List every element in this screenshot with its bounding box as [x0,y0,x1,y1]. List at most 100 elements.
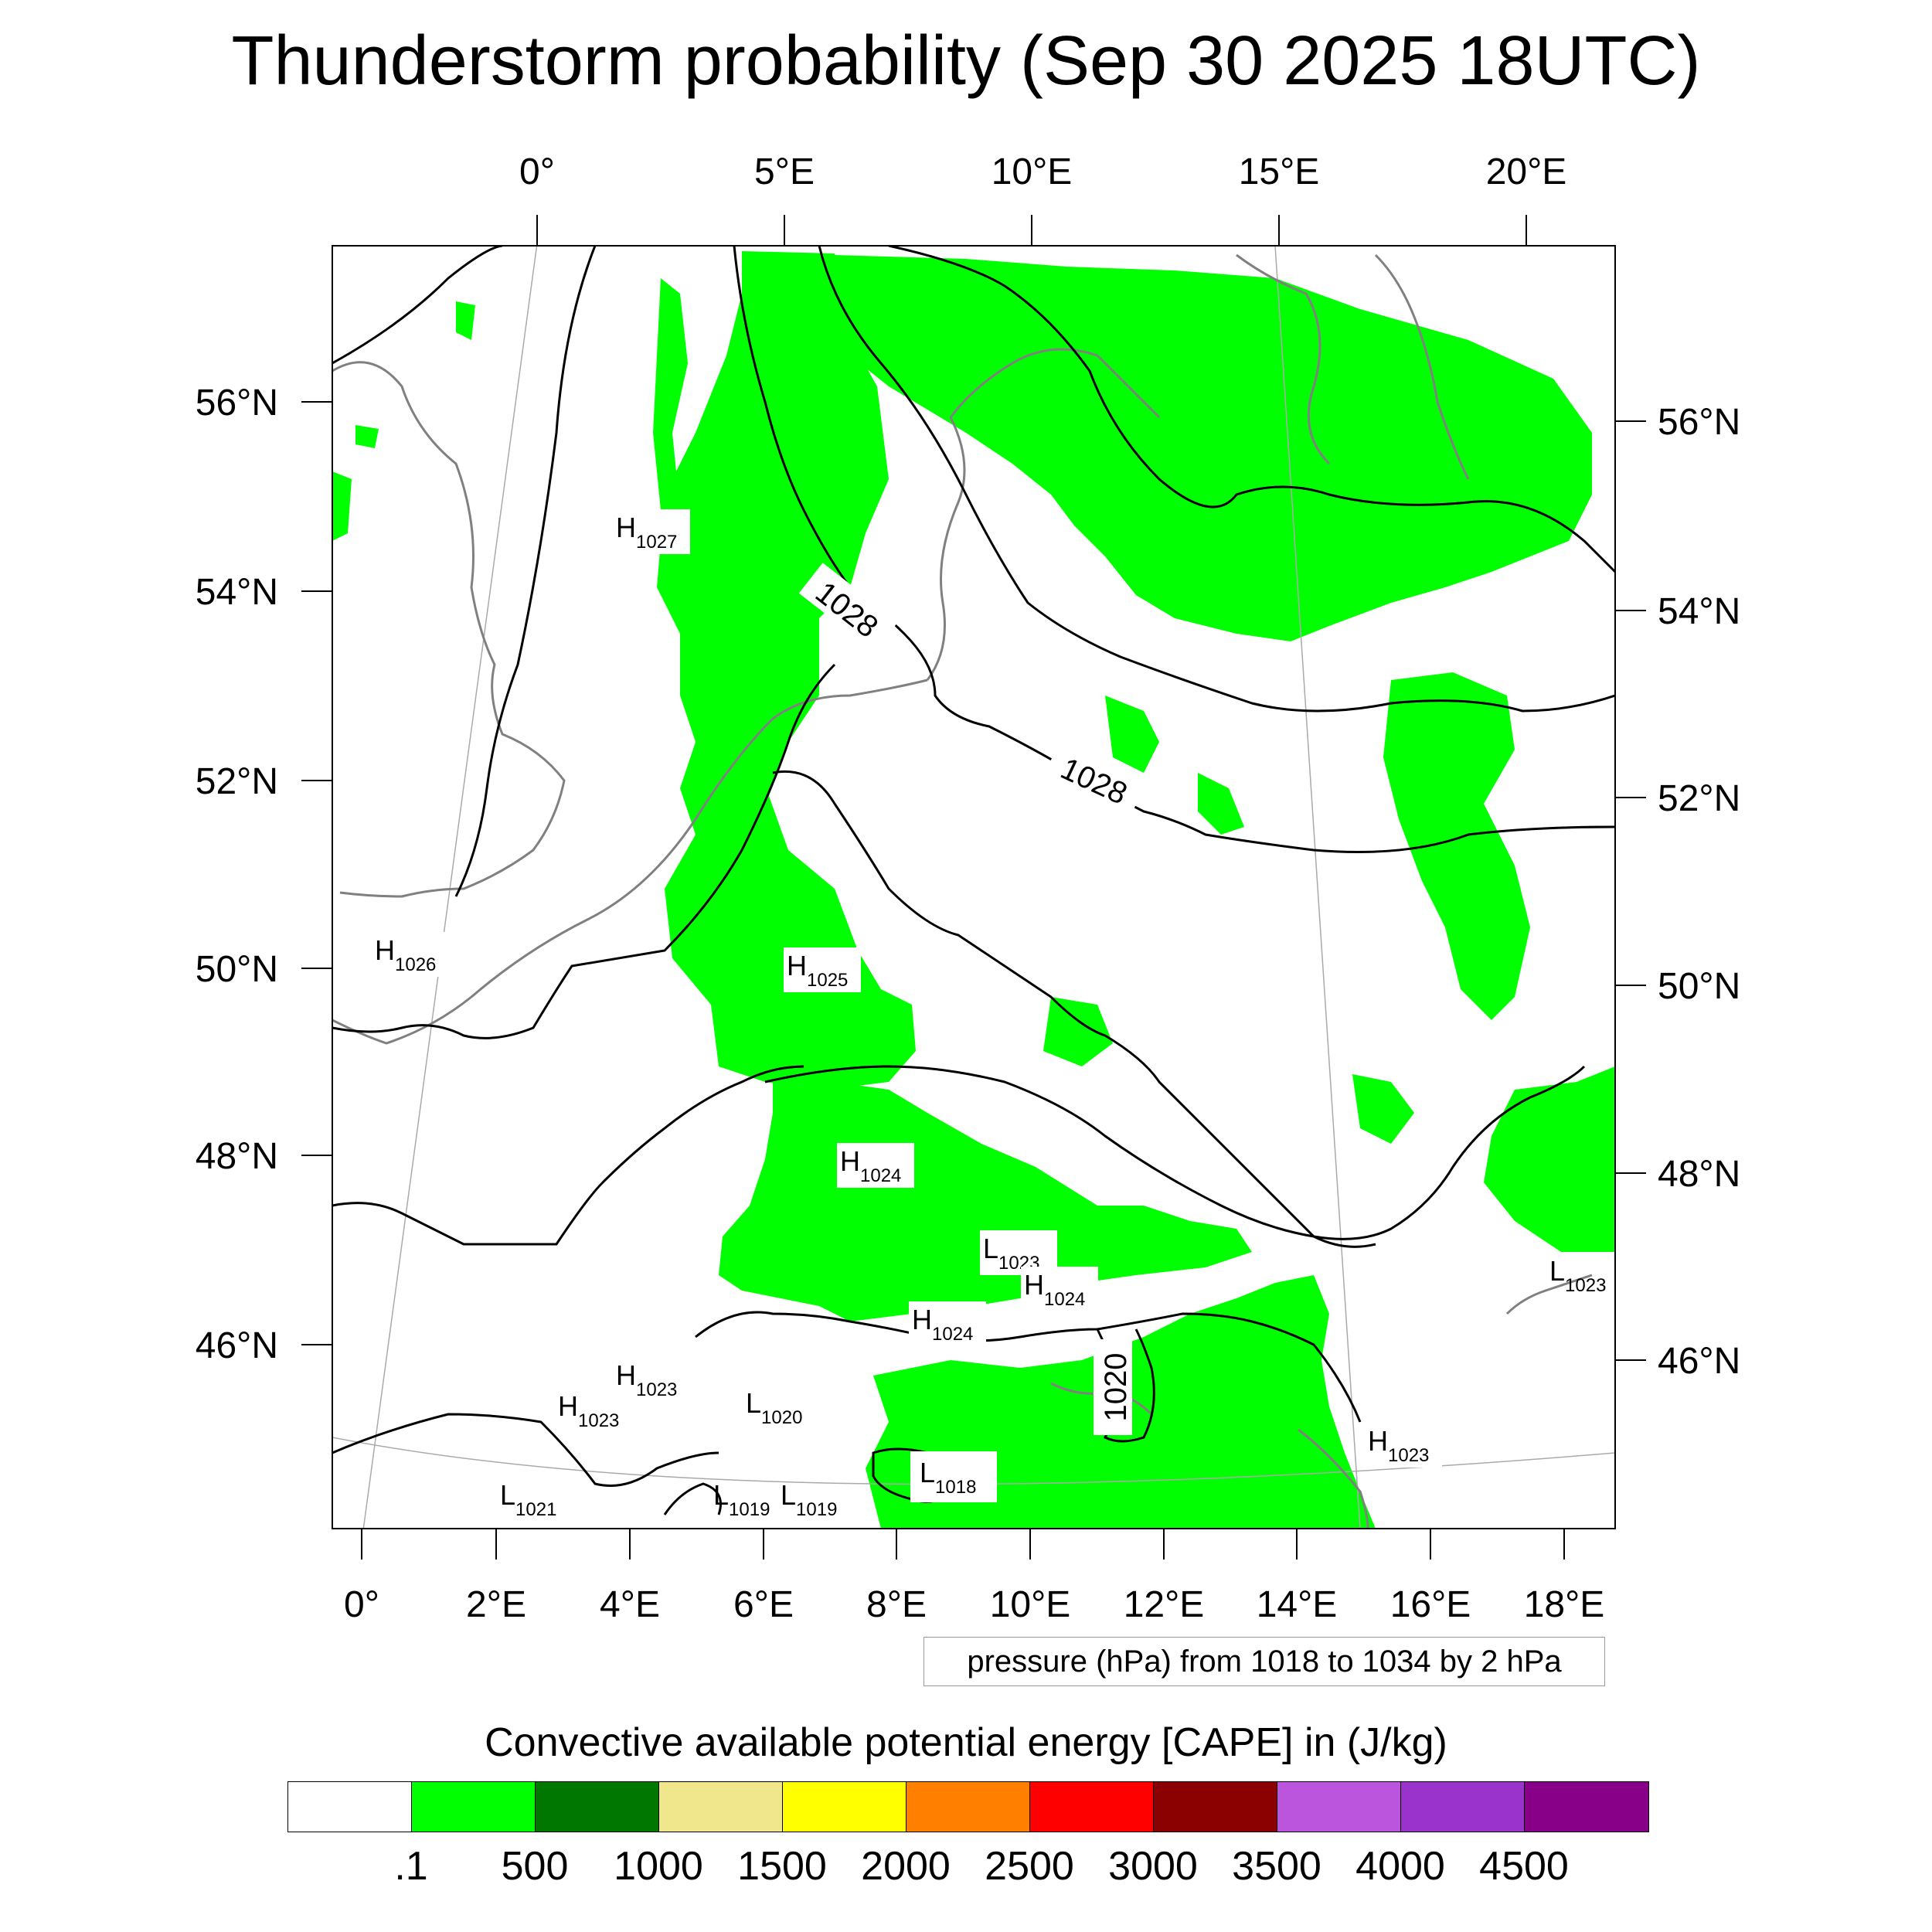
legend-label: 1000 [614,1844,703,1889]
legend-label: 2000 [861,1844,951,1889]
right-lat-label: 54°N [1658,591,1740,632]
bottom-lon-labels: 0° 2°E 4°E 6°E 8°E 10°E 12°E 14°E 16°E 1… [344,1584,1604,1625]
legend-swatch [288,1782,412,1832]
svg-text:L1023: L1023 [1549,1255,1606,1296]
right-lat-labels: 56°N 54°N 52°N 50°N 48°N 46°N [1658,402,1740,1382]
svg-text:L1019: L1019 [713,1479,770,1520]
isobar-label: 1020 [1099,1353,1133,1422]
legend-swatch [1401,1782,1525,1832]
right-lat-label: 48°N [1658,1154,1740,1195]
tick-marks [301,215,1646,1560]
top-lon-label: 15°E [1239,151,1320,192]
legend-swatch [412,1782,536,1832]
isobars [332,246,1615,1515]
left-lat-label: 50°N [196,949,278,990]
cape-fill-regions [332,251,1615,1529]
top-lon-labels: 0° 5°E 10°E 15°E 20°E [519,151,1566,192]
right-lat-label: 56°N [1658,402,1740,443]
legend-label: 3000 [1108,1844,1198,1889]
bottom-lon-label: 0° [344,1584,379,1625]
pressure-center: L1020 [746,1387,802,1428]
pressure-center: H1026 [372,932,449,977]
bottom-lon-label: 6°E [733,1584,794,1625]
left-lat-label: 54°N [196,572,278,613]
pressure-center: H1023 [558,1390,619,1431]
top-lon-label: 5°E [754,151,815,192]
pressure-center: L1019 [781,1479,837,1520]
svg-text:H1023: H1023 [1368,1425,1429,1466]
svg-text:H1024: H1024 [840,1145,901,1186]
svg-text:H1023: H1023 [558,1390,619,1431]
legend-swatch [1154,1782,1277,1832]
pressure-center: H1023 [616,1359,677,1400]
legend-label: 500 [501,1844,569,1889]
pressure-center: H1024 [1021,1267,1098,1311]
legend-swatch [536,1782,659,1832]
cape-region-scotland [332,471,352,541]
legend-swatch [1277,1782,1401,1832]
bottom-lon-label: 8°E [866,1584,927,1625]
legend-label: 3500 [1232,1844,1321,1889]
cape-region-poland [1383,672,1530,1020]
pressure-info-box: pressure (hPa) from 1018 to 1034 by 2 hP… [923,1637,1605,1686]
legend-swatch [659,1782,783,1832]
right-lat-label: 52°N [1658,778,1740,819]
cape-region-bohemia [1043,997,1113,1066]
chart-title: Thunderstorm probability (Sep 30 2025 18… [231,22,1701,100]
legend-swatch [783,1782,906,1832]
graticule [332,246,1615,1529]
legend-title: Convective available potential energy [C… [485,1720,1447,1765]
top-lon-label: 20°E [1486,151,1567,192]
legend-label: 4500 [1479,1844,1569,1889]
svg-text:H1023: H1023 [616,1359,677,1400]
cape-region-central-europe [719,1074,1252,1321]
bottom-lon-label: 18°E [1524,1584,1605,1625]
legend-swatch [1030,1782,1154,1832]
svg-text:L1018: L1018 [920,1457,976,1498]
cape-region-germany-east [1198,773,1244,835]
cape-region-west-coast [653,278,688,556]
cape-region-danube [1352,1074,1414,1144]
bottom-lon-label: 16°E [1390,1584,1471,1625]
pressure-center: H1024 [909,1301,986,1346]
legend-labels: .1 500 1000 1500 2000 2500 3000 3500 4000 4500 [0,1843,1932,1889]
map-border [332,245,1616,1529]
cape-region-baltic [835,255,1592,641]
left-lat-label: 52°N [196,761,278,802]
right-lat-label: 46°N [1658,1341,1740,1382]
bottom-lon-label: 4°E [600,1584,660,1625]
left-lat-label: 46°N [196,1325,278,1366]
top-lon-label: 10°E [992,151,1073,192]
color-legend [287,1781,1649,1832]
bottom-lon-label: 12°E [1124,1584,1205,1625]
bottom-lon-label: 10°E [990,1584,1071,1625]
pressure-center: H1027 [613,509,690,554]
legend-label: 4000 [1355,1844,1445,1889]
right-lat-label: 50°N [1658,966,1740,1007]
pressure-center: H1024 [837,1143,914,1188]
svg-text:H1026: H1026 [375,934,436,975]
cape-region-north-sea [657,251,916,1090]
svg-text:H1025: H1025 [787,950,848,991]
pressure-center: L1019 [713,1479,770,1520]
bottom-lon-label: 14°E [1257,1584,1338,1625]
svg-text:H1024: H1024 [1024,1269,1085,1310]
svg-text:L1020: L1020 [746,1387,802,1428]
legend-swatch [1525,1782,1648,1832]
legend-label: .1 [394,1844,428,1889]
pressure-centers: H1027 H1026 H1025 H1024 L1023 H1024 H102… [372,509,1606,1520]
svg-text:L1021: L1021 [500,1479,556,1520]
left-lat-label: 48°N [196,1136,278,1177]
pressure-center: L1023 [1549,1255,1606,1296]
cape-region-scotland-3 [456,301,475,340]
cape-region-saxony [1105,696,1159,773]
svg-text:H1024: H1024 [912,1304,973,1345]
left-lat-label: 56°N [196,383,278,423]
bottom-lon-label: 2°E [466,1584,526,1625]
cape-region-carpathian [1484,1066,1615,1252]
legend-swatch [906,1782,1030,1832]
cape-region-scotland-2 [355,425,379,448]
pressure-center: L1021 [500,1479,556,1520]
left-lat-labels: 56°N 54°N 52°N 50°N 48°N 46°N [196,383,278,1366]
legend-label: 2500 [985,1844,1074,1889]
